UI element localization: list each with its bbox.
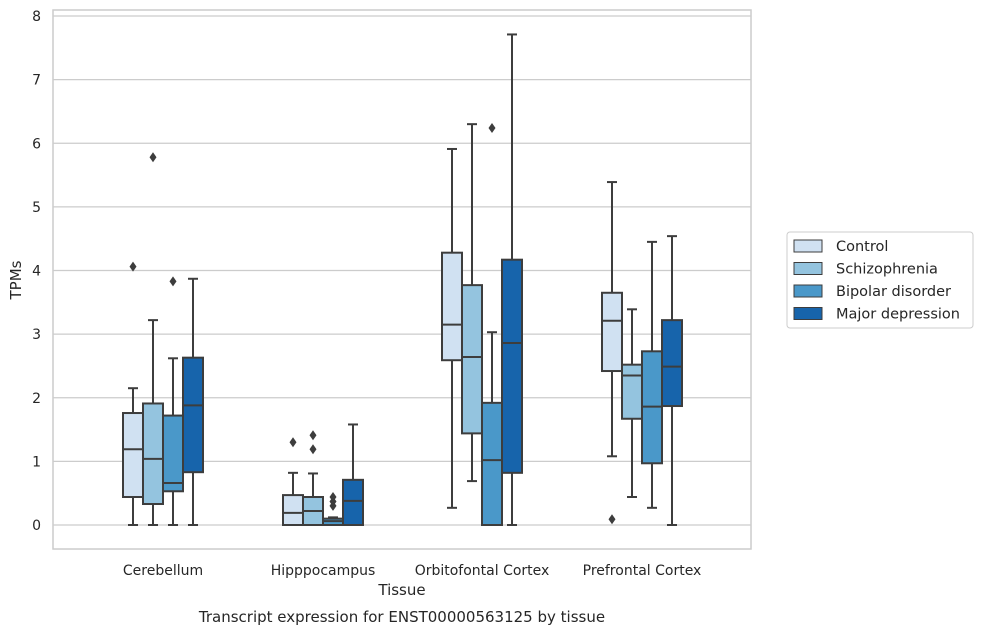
legend-label: Bipolar disorder bbox=[836, 284, 951, 300]
box-body bbox=[162, 414, 184, 493]
y-tick-labels: 0 1 2 3 4 5 6 7 8 bbox=[32, 9, 41, 534]
series-major-depression bbox=[182, 33, 683, 527]
box bbox=[501, 33, 523, 526]
box bbox=[142, 152, 164, 526]
box bbox=[302, 430, 324, 527]
box-body bbox=[182, 356, 204, 474]
box bbox=[282, 437, 304, 527]
y-tick-label: 3 bbox=[32, 327, 41, 343]
legend-swatch bbox=[793, 262, 823, 275]
outlier-marker bbox=[169, 276, 177, 287]
x-tick-label: Prefrontal Cortex bbox=[583, 563, 702, 579]
box bbox=[162, 276, 184, 526]
chart-caption: Transcript expression for ENST0000056312… bbox=[198, 608, 605, 626]
box-body bbox=[342, 478, 364, 527]
box-body bbox=[601, 291, 623, 373]
x-tick-label: Orbitofontal Cortex bbox=[415, 563, 550, 579]
y-tick-label: 8 bbox=[32, 9, 41, 25]
y-tick-label: 5 bbox=[32, 200, 41, 216]
outlier-marker bbox=[129, 261, 137, 272]
x-tick-labels: Cerebellum Hipppocampus Orbitofontal Corte… bbox=[123, 563, 701, 579]
series-bipolar-disorder bbox=[162, 122, 663, 527]
box-body bbox=[621, 363, 643, 420]
outlier-marker bbox=[608, 514, 616, 525]
y-tick-label: 2 bbox=[32, 391, 41, 407]
plot-frame bbox=[52, 9, 752, 550]
legend-frame bbox=[786, 231, 974, 329]
box-series bbox=[122, 33, 683, 527]
legend-label: Schizophrenia bbox=[836, 262, 938, 278]
box bbox=[641, 240, 663, 509]
legend-swatch bbox=[793, 307, 823, 320]
box-body bbox=[661, 319, 683, 408]
y-axis-label: TPMs bbox=[7, 260, 25, 300]
y-tick-label: 6 bbox=[32, 136, 41, 152]
outlier-marker bbox=[309, 444, 317, 455]
box-body bbox=[441, 251, 463, 362]
box bbox=[621, 308, 643, 499]
y-tick-label: 4 bbox=[32, 264, 41, 280]
x-axis-label: Tissue bbox=[377, 581, 425, 599]
legend-swatch bbox=[793, 239, 823, 253]
legend-label: Control bbox=[836, 239, 888, 255]
box bbox=[661, 235, 683, 526]
box-body bbox=[142, 402, 164, 506]
outlier-marker bbox=[289, 437, 297, 448]
x-tick-label: Cerebellum bbox=[123, 563, 203, 579]
legend-swatch bbox=[793, 284, 823, 298]
series-schizophrenia bbox=[142, 123, 643, 527]
y-tick-label: 0 bbox=[32, 518, 41, 534]
box-body bbox=[461, 284, 483, 435]
box bbox=[182, 277, 204, 526]
outlier-marker bbox=[309, 430, 317, 441]
box-body bbox=[282, 494, 304, 527]
box bbox=[601, 181, 623, 525]
legend: Control Schizophrenia Bipolar disorder Majo… bbox=[786, 231, 974, 329]
outlier-marker bbox=[149, 152, 157, 163]
legend-label: Major depression bbox=[836, 307, 960, 323]
outlier-marker bbox=[488, 122, 496, 133]
y-tick-label: 1 bbox=[32, 454, 41, 470]
box-body bbox=[481, 401, 503, 526]
box bbox=[461, 123, 483, 483]
y-tick-label: 7 bbox=[32, 73, 41, 89]
box-body bbox=[501, 258, 523, 474]
outlier-marker bbox=[329, 492, 337, 503]
box-body bbox=[122, 412, 144, 499]
x-tick-label: Hipppocampus bbox=[271, 563, 376, 579]
box bbox=[342, 423, 364, 527]
series-control bbox=[122, 147, 623, 527]
